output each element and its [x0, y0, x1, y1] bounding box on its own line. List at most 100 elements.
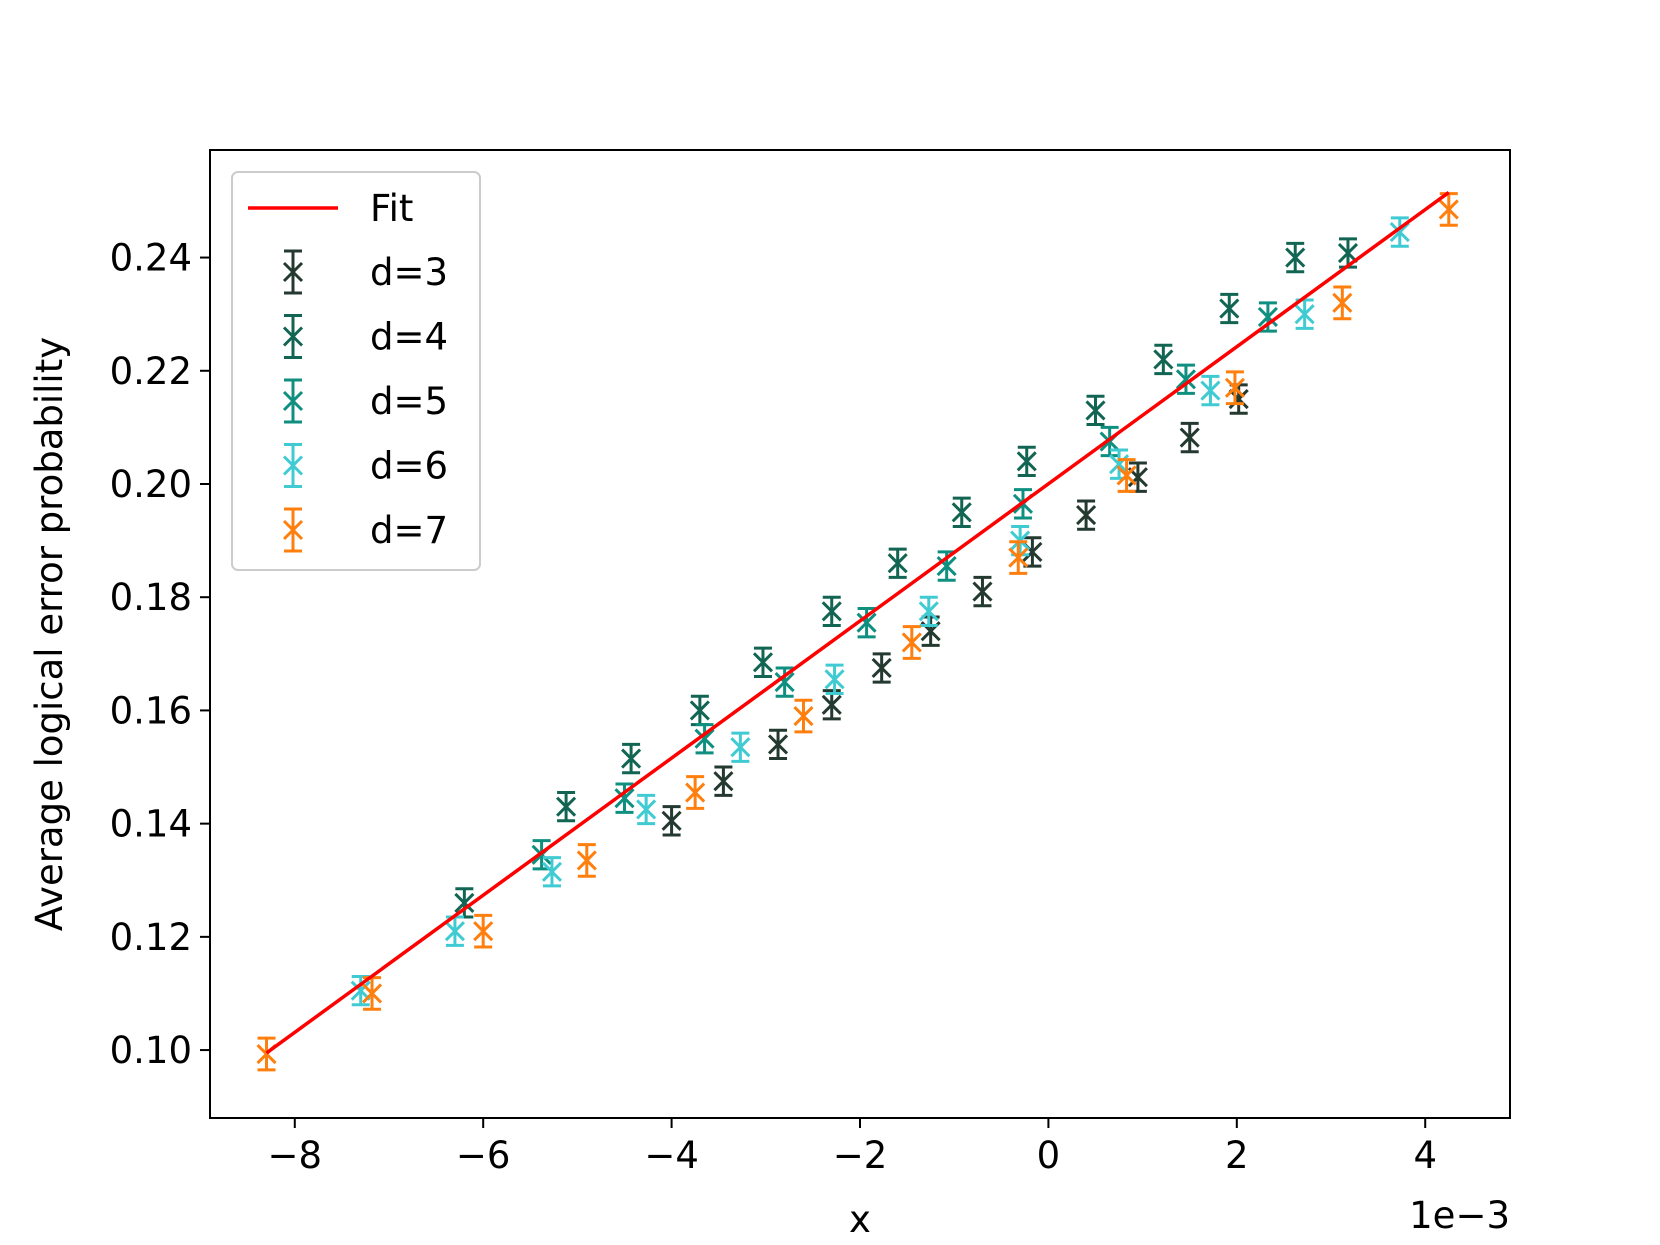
point-marker — [694, 728, 715, 749]
data-point — [774, 666, 795, 698]
point-marker — [1389, 222, 1410, 243]
point-marker — [871, 657, 892, 679]
data-point — [661, 805, 682, 837]
fit-line — [265, 191, 1450, 1055]
point-marker — [1175, 369, 1197, 390]
data-point — [1200, 374, 1221, 407]
legend-marker — [282, 519, 304, 541]
point-marker — [901, 632, 922, 653]
x-axis: −8 −6 −4 −2 0 2 4 — [268, 1118, 1437, 1177]
data-point — [614, 782, 635, 814]
point-marker — [972, 581, 993, 602]
point-marker — [1285, 247, 1306, 268]
y-tick-label: 0.16 — [110, 689, 192, 732]
y-tick-label: 0.14 — [110, 803, 192, 846]
point-marker — [636, 799, 657, 820]
legend-label: d=3 — [370, 251, 448, 294]
data-point — [689, 694, 710, 727]
data-point — [1219, 292, 1240, 325]
point-marker — [1337, 242, 1359, 264]
point-marker — [752, 652, 774, 673]
point-marker — [1257, 306, 1278, 328]
point-marker — [730, 737, 751, 758]
point-marker — [1016, 451, 1037, 472]
point-marker — [821, 694, 842, 715]
x-offset-label: 1e−3 — [1409, 1194, 1510, 1237]
data-point — [576, 843, 597, 878]
point-marker — [936, 556, 957, 577]
data-point — [1175, 363, 1197, 395]
legend-label: d=5 — [370, 380, 448, 423]
data-point — [1337, 237, 1359, 269]
point-marker — [1438, 199, 1459, 220]
data-point — [1008, 540, 1029, 575]
data-point — [454, 887, 475, 919]
point-marker — [1153, 349, 1174, 370]
data-point — [473, 913, 494, 949]
legend-item-d=3: d=3 — [282, 249, 448, 295]
data-point — [685, 775, 706, 810]
point-marker — [541, 861, 563, 882]
point-marker — [774, 672, 795, 693]
data-point — [1179, 421, 1200, 454]
point-marker — [1008, 547, 1029, 568]
point-marker — [1179, 427, 1200, 448]
data-point — [621, 742, 642, 775]
point-marker — [824, 669, 845, 690]
point-marker — [1294, 304, 1315, 325]
point-marker — [1332, 292, 1353, 313]
legend-marker — [282, 455, 304, 476]
legend-label: d=6 — [370, 445, 448, 488]
legend-item-d=7: d=7 — [282, 507, 448, 553]
point-marker — [1200, 380, 1221, 401]
legend-item-d=5: d=5 — [282, 378, 448, 424]
x-tick-label: −2 — [833, 1134, 888, 1177]
data-point — [918, 595, 939, 628]
point-marker — [576, 850, 597, 871]
data-point — [951, 496, 972, 528]
x-tick-label: 2 — [1225, 1134, 1249, 1177]
data-point — [1016, 445, 1037, 477]
x-tick-label: −4 — [644, 1134, 699, 1177]
point-marker — [361, 983, 383, 1004]
y-tick-label: 0.18 — [110, 576, 192, 619]
data-point — [1389, 216, 1410, 248]
data-point — [824, 663, 845, 695]
data-point — [1085, 394, 1106, 427]
point-marker — [1224, 377, 1245, 398]
legend-item-d=4: d=4 — [282, 314, 448, 359]
data-point — [887, 547, 908, 579]
point-marker — [689, 700, 710, 721]
legend-label: d=4 — [370, 316, 448, 359]
data-point — [821, 689, 842, 721]
y-tick-label: 0.12 — [110, 916, 192, 959]
point-marker — [887, 553, 908, 574]
data-point — [871, 652, 892, 684]
series-d=3 — [661, 383, 1249, 837]
y-tick-label: 0.10 — [110, 1029, 192, 1072]
data-point — [972, 575, 993, 608]
point-marker — [454, 892, 475, 913]
y-tick-label: 0.22 — [110, 350, 192, 393]
legend-marker — [282, 390, 304, 412]
y-tick-label: 0.20 — [110, 463, 192, 506]
point-marker — [685, 782, 706, 803]
point-marker — [793, 706, 814, 727]
point-marker — [661, 810, 682, 831]
point-marker — [821, 601, 842, 622]
legend: Fit d=3 d=4 d=5 d=6 d=7 — [231, 171, 481, 571]
x-tick-label: 0 — [1037, 1134, 1061, 1177]
point-marker — [621, 748, 642, 769]
data-point — [541, 856, 563, 888]
point-marker — [767, 734, 789, 755]
y-tick-label: 0.24 — [110, 237, 192, 280]
data-point — [752, 646, 774, 678]
x-tick-label: −6 — [456, 1134, 511, 1177]
data-point — [1285, 241, 1306, 274]
data-point — [901, 625, 922, 660]
point-marker — [1085, 400, 1106, 421]
data-point — [556, 791, 577, 823]
series-d=4 — [454, 237, 1359, 919]
data-point — [730, 731, 751, 763]
